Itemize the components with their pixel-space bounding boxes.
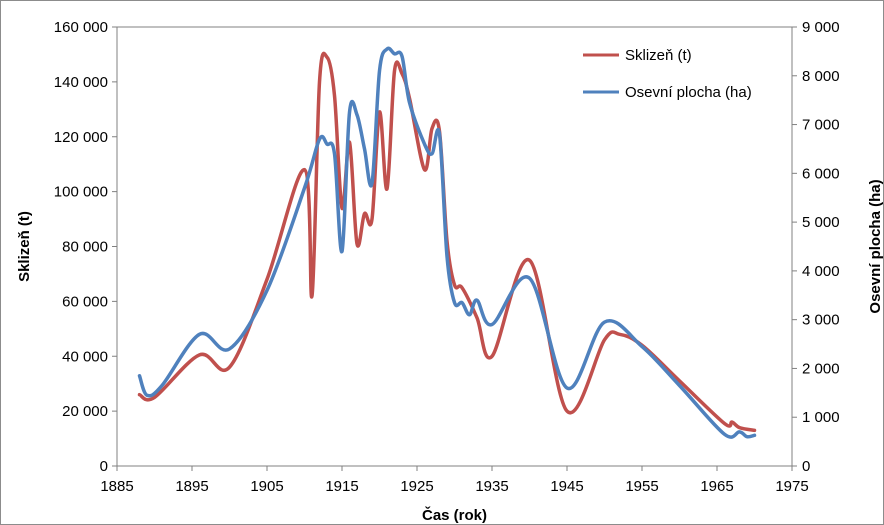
x-tick-label: 1905: [250, 478, 283, 495]
x-tick-label: 1975: [775, 478, 808, 495]
y-tick-label: 160 000: [54, 19, 108, 36]
y-tick-label: 40 000: [62, 348, 108, 365]
y-tick-label: 20 000: [62, 403, 108, 420]
x-tick-label: 1895: [175, 478, 208, 495]
y2-axis-ticks: 0 1 000 2 000 3 000 4 000 5 000 6 000 7 000 8 00…: [792, 19, 840, 475]
series-line-area: [137, 46, 757, 439]
legend-label-area: Osevní plocha (ha): [625, 84, 752, 101]
y-tick-label: 0: [100, 458, 108, 475]
x-tick-label: 1935: [475, 478, 508, 495]
y2-tick-label: 6 000: [802, 165, 840, 182]
x-tick-label: 1925: [400, 478, 433, 495]
y2-tick-label: 1 000: [802, 409, 840, 426]
y2-tick-label: 2 000: [802, 360, 840, 377]
y2-tick-label: 9 000: [802, 19, 840, 36]
x-tick-label: 1965: [700, 478, 733, 495]
y-tick-label: 80 000: [62, 239, 108, 256]
y-tick-label: 100 000: [54, 184, 108, 201]
y-tick-label: 140 000: [54, 74, 108, 91]
series-line-harvest: [137, 51, 757, 433]
series-layer: [137, 46, 757, 439]
x-axis-title: Čas (rok): [422, 506, 487, 524]
y-axis-title: Sklizeň (t): [16, 211, 33, 282]
y2-tick-label: 5 000: [802, 214, 840, 231]
legend: Sklizeň (t) Osevní plocha (ha): [583, 47, 752, 101]
x-axis-ticks: 1885 1895 1905 1915 1925 1935 1945 1955 1965 1975: [100, 466, 809, 495]
y2-tick-label: 8 000: [802, 68, 840, 85]
y2-tick-label: 4 000: [802, 263, 840, 280]
y-tick-label: 60 000: [62, 293, 108, 310]
x-tick-label: 1945: [550, 478, 583, 495]
y-tick-label: 120 000: [54, 129, 108, 146]
legend-label-harvest: Sklizeň (t): [625, 47, 692, 64]
x-tick-label: 1915: [325, 478, 358, 495]
y2-tick-label: 3 000: [802, 312, 840, 329]
x-tick-label: 1955: [625, 478, 658, 495]
y2-axis-title: Osevní plocha (ha): [867, 179, 884, 313]
y2-tick-label: 7 000: [802, 117, 840, 134]
y-axis-ticks: 0 20 000 40 000 60 000 80 000 100 000 120 000 1…: [54, 19, 117, 475]
x-tick-label: 1885: [100, 478, 133, 495]
y2-tick-label: 0: [802, 458, 810, 475]
